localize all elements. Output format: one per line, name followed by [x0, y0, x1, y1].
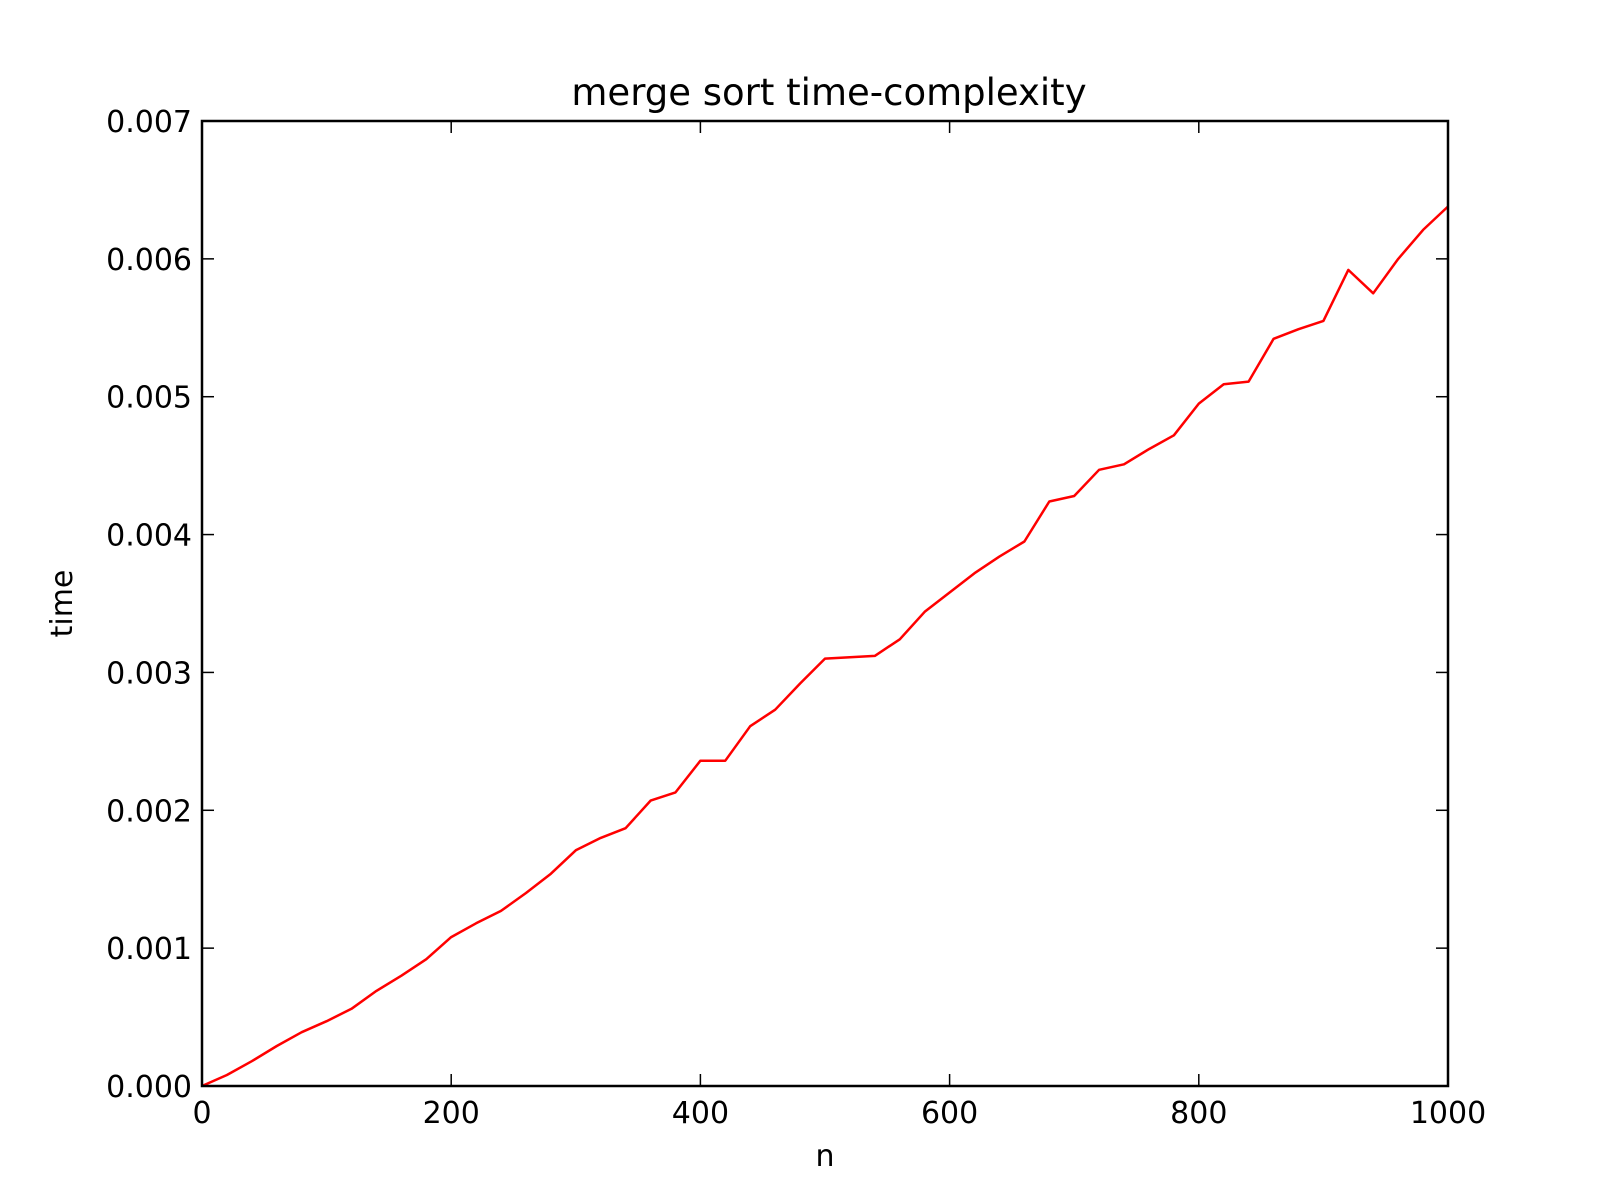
x-axis-label: n — [815, 1139, 834, 1174]
y-tick-label: 0.004 — [106, 519, 192, 554]
x-tick-label: 600 — [921, 1096, 978, 1131]
y-tick-label: 0.002 — [106, 794, 192, 829]
x-tick-label: 0 — [192, 1096, 211, 1131]
y-tick-label: 0.005 — [106, 381, 192, 416]
axis-ticks: 0 200 400 600 800 1000 0.000 0.001 0.002 0.003 0.0… — [106, 105, 1486, 1131]
y-tick-label: 0.006 — [106, 243, 192, 278]
y-tick-label: 0.001 — [106, 932, 192, 967]
plot-area — [201, 205, 1449, 1088]
y-tick-label: 0.007 — [106, 105, 192, 140]
x-tick-label: 800 — [1170, 1096, 1227, 1131]
x-tick-label: 400 — [672, 1096, 729, 1131]
series-line — [201, 205, 1449, 1088]
x-tick-label: 200 — [423, 1096, 480, 1131]
x-tick-label: 1000 — [1410, 1096, 1486, 1131]
y-tick-label: 0.000 — [106, 1070, 192, 1105]
axes-frame — [200, 119, 1450, 1088]
y-axis-label: time — [45, 570, 80, 638]
y-tick-label: 0.003 — [106, 656, 192, 691]
chart-title: merge sort time-complexity — [571, 71, 1086, 114]
